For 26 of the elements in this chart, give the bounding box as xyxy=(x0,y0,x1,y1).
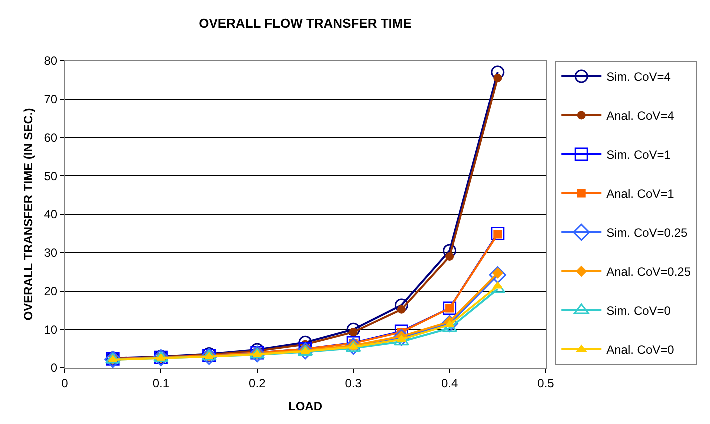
chart-title: OVERALL FLOW TRANSFER TIME xyxy=(199,16,412,32)
y-tick-label: 40 xyxy=(44,208,58,222)
legend-label: Sim. CoV=0.25 xyxy=(606,226,688,240)
x-tick-label: 0.1 xyxy=(152,376,170,390)
legend-label: Sim. CoV=4 xyxy=(606,70,672,84)
y-tick-label: 0 xyxy=(50,361,58,376)
x-tick-label: 0.5 xyxy=(538,376,555,390)
x-tick-label: 0.2 xyxy=(249,376,266,390)
y-tick-label: 50 xyxy=(44,169,58,184)
y-axis-title: OVERALL TRANSFER TIME (IN SEC.) xyxy=(22,108,36,321)
legend-label: Sim. CoV=0 xyxy=(606,304,672,318)
y-tick-label: 30 xyxy=(44,246,58,260)
y-tick-label: 60 xyxy=(44,130,58,145)
legend-label: Anal. CoV=4 xyxy=(606,109,675,124)
y-tick-label: 20 xyxy=(44,284,58,298)
legend-label: Anal. CoV=1 xyxy=(606,187,675,202)
y-tick-label: 70 xyxy=(44,92,58,107)
y-tick-label: 10 xyxy=(44,322,58,337)
x-tick-label: 0 xyxy=(62,376,69,390)
legend-label: Anal. CoV=0 xyxy=(606,343,675,358)
x-tick-label: 0.4 xyxy=(441,376,458,390)
legend-label: Anal. CoV=0.25 xyxy=(606,265,692,280)
x-axis-title: LOAD xyxy=(288,399,323,414)
y-tick-label: 80 xyxy=(44,54,58,68)
legend-label: Sim. CoV=1 xyxy=(606,148,672,162)
x-tick-label: 0.3 xyxy=(345,376,362,390)
